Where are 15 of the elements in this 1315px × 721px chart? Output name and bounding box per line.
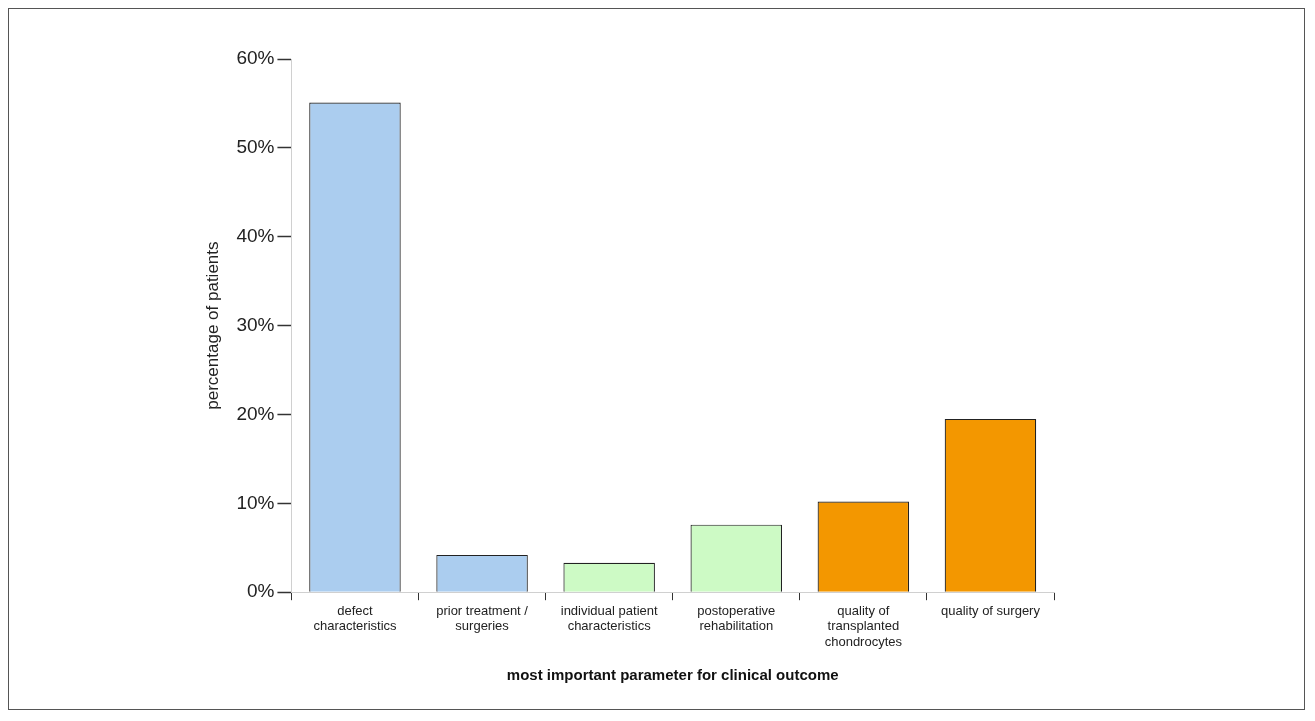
y-axis-title: percentage of patients [202, 241, 222, 410]
x-tick-label: defect characteristics [313, 602, 398, 634]
y-tick-label: 30% [236, 313, 275, 335]
x-tick-label: quality of surgery [940, 602, 1041, 618]
y-tick-label: 10% [236, 491, 275, 513]
y-tick-label: 40% [236, 224, 275, 246]
x-tick-label: prior treatment / surgeries [436, 602, 529, 634]
x-axis-title: most important parameter for clinical outcome [506, 666, 839, 684]
y-tick-label: 20% [236, 402, 275, 424]
x-tick-label: individual patient characteristics [560, 602, 658, 634]
x-tick-label: quality of transplanted chondrocytes [824, 602, 903, 649]
y-tick-label: 60% [236, 47, 275, 69]
y-tick-label: 50% [236, 136, 275, 158]
x-tick-label: postoperative rehabilitation [697, 602, 776, 634]
y-tick-label: 0% [246, 580, 275, 602]
